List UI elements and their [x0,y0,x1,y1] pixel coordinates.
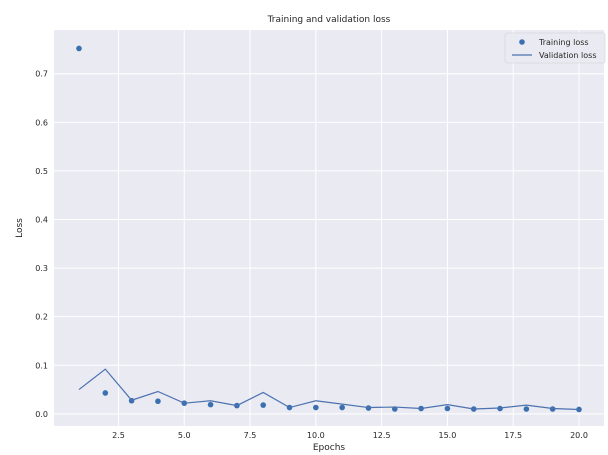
legend: Training loss Validation loss [504,32,606,64]
x-tick-labels: 2.5 5.0 7.5 10.0 12.5 15.0 17.5 20.0 [112,431,588,440]
chart-title: Training and validation loss [267,15,391,25]
training-loss-point [260,402,267,408]
x-axis-label: Epochs [313,443,346,453]
training-loss-point [444,405,451,412]
x-tick-label: 7.5 [244,431,257,440]
training-loss-point [523,406,530,412]
training-loss-point [313,404,319,411]
training-loss-point [155,398,161,405]
x-tick-label: 5.0 [178,431,191,440]
x-tick-label: 10.0 [307,431,325,440]
x-tick-label: 15.0 [439,431,457,440]
x-tick-label: 17.5 [504,431,522,440]
y-tick-label: 0.5 [35,167,48,176]
training-loss-point [76,45,82,52]
series-layer [76,45,582,413]
y-tick-label: 0.2 [35,313,48,322]
x-tick-label: 12.5 [373,431,391,440]
training-loss-point [102,390,109,396]
y-axis-label: Loss [15,218,25,238]
y-tick-label: 0.1 [35,361,48,370]
y-tick-label: 0.7 [35,70,48,79]
legend-training-label: Training loss [538,38,589,47]
plot-area [54,30,604,426]
gridlines [54,30,604,426]
y-tick-label: 0.6 [35,118,48,127]
y-tick-labels: 0.0 0.1 0.2 0.3 0.4 0.5 0.6 0.7 [35,70,48,419]
legend-validation-label: Validation loss [539,51,597,60]
y-tick-label: 0.0 [35,410,48,419]
legend-training-marker [519,39,525,45]
training-loss-point [576,406,582,413]
x-tick-label: 20.0 [570,431,588,440]
x-tick-label: 2.5 [112,431,125,440]
y-tick-label: 0.3 [35,264,48,273]
training-loss-point [207,401,214,408]
training-loss-point [339,404,345,411]
y-tick-label: 0.4 [35,215,48,224]
validation-loss-line [78,368,580,411]
